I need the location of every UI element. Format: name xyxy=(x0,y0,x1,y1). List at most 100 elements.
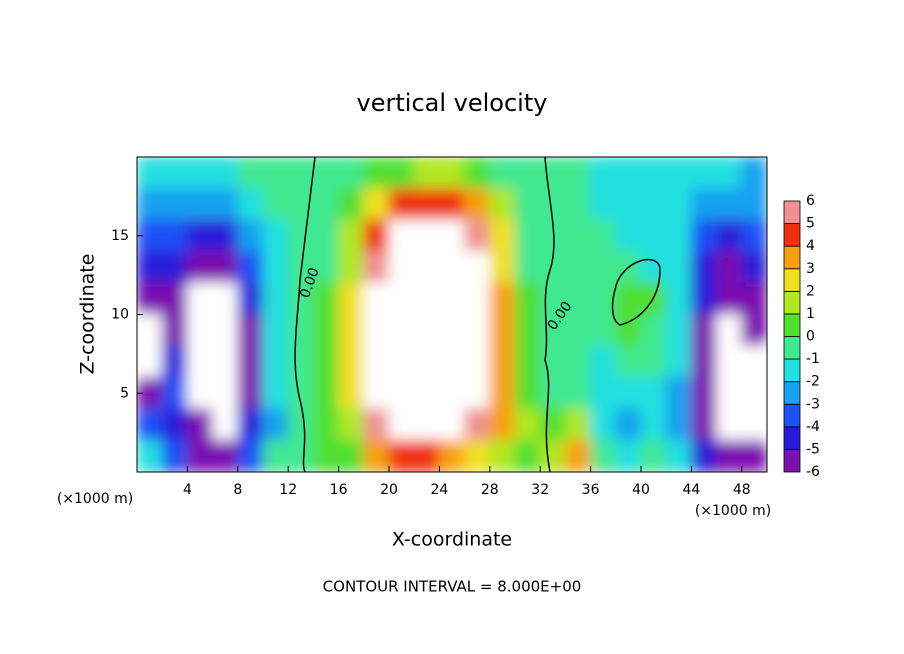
cell xyxy=(262,251,289,284)
cell xyxy=(161,282,188,315)
x-tick-label: 4 xyxy=(183,482,192,498)
colorbar-label: 5 xyxy=(806,216,815,232)
cell xyxy=(665,314,692,347)
colorbar-label: 6 xyxy=(806,193,815,209)
x-tick-label: 28 xyxy=(481,482,499,498)
cell xyxy=(690,377,718,410)
cell xyxy=(161,188,188,221)
cell xyxy=(363,345,390,378)
cell xyxy=(489,440,516,472)
cell xyxy=(590,219,617,252)
cell xyxy=(690,188,718,221)
cell xyxy=(186,377,214,410)
cell xyxy=(161,314,188,347)
cell xyxy=(716,408,743,441)
cell xyxy=(212,440,239,472)
cell xyxy=(312,408,340,441)
cell xyxy=(413,157,440,189)
cell xyxy=(338,377,365,410)
cell xyxy=(137,345,163,378)
cell xyxy=(640,219,667,252)
cell xyxy=(237,440,264,472)
cell xyxy=(564,282,592,315)
cell xyxy=(262,408,289,441)
cell xyxy=(716,345,743,378)
cell xyxy=(413,219,440,252)
cell xyxy=(186,219,214,252)
cell xyxy=(665,282,692,315)
colorbar-label: 3 xyxy=(806,261,815,277)
cell xyxy=(287,314,314,347)
cell xyxy=(161,440,188,472)
cell xyxy=(212,377,239,410)
cell xyxy=(438,408,466,441)
cell xyxy=(489,251,516,284)
y-axis-label: Z-coordinate xyxy=(77,254,99,375)
cell xyxy=(464,282,491,315)
contour-lines xyxy=(294,157,661,472)
x-tick-label: 20 xyxy=(380,482,398,498)
cell xyxy=(741,314,767,347)
cell xyxy=(212,345,239,378)
cell xyxy=(312,314,340,347)
field xyxy=(137,157,767,472)
cell xyxy=(363,377,390,410)
cell xyxy=(590,314,617,347)
cell xyxy=(539,188,566,221)
cell xyxy=(590,188,617,221)
cell xyxy=(514,408,541,441)
cell xyxy=(615,157,642,189)
cell xyxy=(564,408,592,441)
cell xyxy=(741,282,767,315)
cell xyxy=(212,251,239,284)
cell xyxy=(237,314,264,347)
cell xyxy=(716,188,743,221)
cell xyxy=(388,188,415,221)
cell xyxy=(413,408,440,441)
colorbar-swatch xyxy=(783,268,801,292)
cell xyxy=(438,282,466,315)
cell xyxy=(438,440,466,472)
cell xyxy=(363,314,390,347)
cell xyxy=(564,377,592,410)
cell xyxy=(665,408,692,441)
cell xyxy=(137,188,163,221)
cell xyxy=(590,408,617,441)
cell xyxy=(438,157,466,189)
cell xyxy=(363,157,390,189)
cell xyxy=(237,157,264,189)
cell xyxy=(363,188,390,221)
cell xyxy=(741,345,767,378)
cell xyxy=(615,219,642,252)
cell xyxy=(615,408,642,441)
cell xyxy=(388,377,415,410)
cell xyxy=(212,314,239,347)
cell xyxy=(237,408,264,441)
cell xyxy=(413,440,440,472)
cell xyxy=(489,157,516,189)
cell xyxy=(615,314,642,347)
colorbar-label: 1 xyxy=(806,306,815,322)
cell xyxy=(564,188,592,221)
cell xyxy=(363,251,390,284)
colorbar-label: -6 xyxy=(806,464,820,480)
cell xyxy=(690,345,718,378)
cell xyxy=(716,251,743,284)
cell xyxy=(539,408,566,441)
cell xyxy=(413,377,440,410)
cell xyxy=(312,345,340,378)
cell xyxy=(212,408,239,441)
colorbar-swatch xyxy=(783,313,801,337)
colorbar-swatch xyxy=(783,200,801,224)
footer: CONTOUR INTERVAL = 8.000E+00 xyxy=(323,578,582,596)
cell xyxy=(237,345,264,378)
contour-line xyxy=(611,259,661,326)
cell xyxy=(690,219,718,252)
cell xyxy=(716,440,743,472)
cell xyxy=(262,282,289,315)
cell xyxy=(363,282,390,315)
cell xyxy=(489,314,516,347)
cell xyxy=(388,345,415,378)
cell xyxy=(489,345,516,378)
